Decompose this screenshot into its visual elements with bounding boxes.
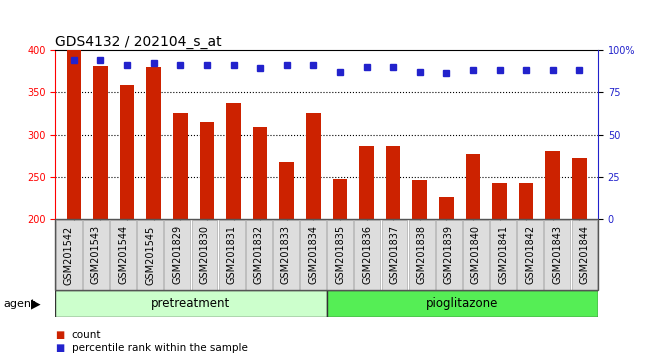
Text: GSM201830: GSM201830 (200, 225, 209, 284)
Bar (413, 179, 427, 219)
Bar (173, 113, 188, 219)
Bar (93, 66, 108, 219)
Bar (306, 113, 320, 219)
Bar (333, 179, 347, 219)
Text: GSM201838: GSM201838 (417, 225, 426, 284)
Text: GSM201543: GSM201543 (91, 225, 101, 285)
Text: percentile rank within the sample: percentile rank within the sample (72, 343, 248, 353)
Text: GSM201837: GSM201837 (389, 225, 400, 285)
Text: GSM201841: GSM201841 (498, 225, 508, 284)
Bar (492, 183, 507, 219)
Text: GSM201835: GSM201835 (335, 225, 345, 285)
Text: GSM201844: GSM201844 (579, 225, 590, 284)
Bar (386, 145, 400, 219)
Text: pioglitazone: pioglitazone (426, 297, 499, 310)
Text: GSM201836: GSM201836 (362, 225, 372, 284)
Bar (120, 85, 135, 219)
Text: GSM201544: GSM201544 (118, 225, 128, 285)
Text: GSM201545: GSM201545 (145, 225, 155, 285)
Text: agent: agent (3, 298, 36, 309)
Text: GSM201833: GSM201833 (281, 225, 291, 284)
Bar (439, 198, 454, 219)
Bar (519, 183, 534, 219)
Text: GSM201542: GSM201542 (64, 225, 74, 285)
Text: count: count (72, 330, 101, 339)
Bar (200, 122, 214, 219)
Bar (465, 154, 480, 219)
Text: GSM201829: GSM201829 (172, 225, 183, 285)
Bar (253, 127, 267, 219)
Text: GSM201839: GSM201839 (444, 225, 454, 284)
Text: ■: ■ (55, 343, 64, 353)
Text: GSM201840: GSM201840 (471, 225, 481, 284)
Text: GSM201832: GSM201832 (254, 225, 264, 285)
FancyBboxPatch shape (326, 290, 598, 317)
Text: GSM201834: GSM201834 (308, 225, 318, 284)
Bar (359, 145, 374, 219)
Bar (226, 103, 240, 219)
Text: ▶: ▶ (31, 297, 41, 310)
FancyBboxPatch shape (55, 290, 326, 317)
Text: GSM201843: GSM201843 (552, 225, 562, 284)
Bar (545, 151, 560, 219)
Text: pretreatment: pretreatment (151, 297, 231, 310)
Bar (146, 67, 161, 219)
Text: GDS4132 / 202104_s_at: GDS4132 / 202104_s_at (55, 35, 222, 48)
Bar (572, 158, 587, 219)
Text: GSM201842: GSM201842 (525, 225, 535, 285)
Text: ■: ■ (55, 330, 64, 339)
Bar (66, 50, 81, 219)
Text: GSM201831: GSM201831 (227, 225, 237, 284)
Bar (280, 162, 294, 219)
